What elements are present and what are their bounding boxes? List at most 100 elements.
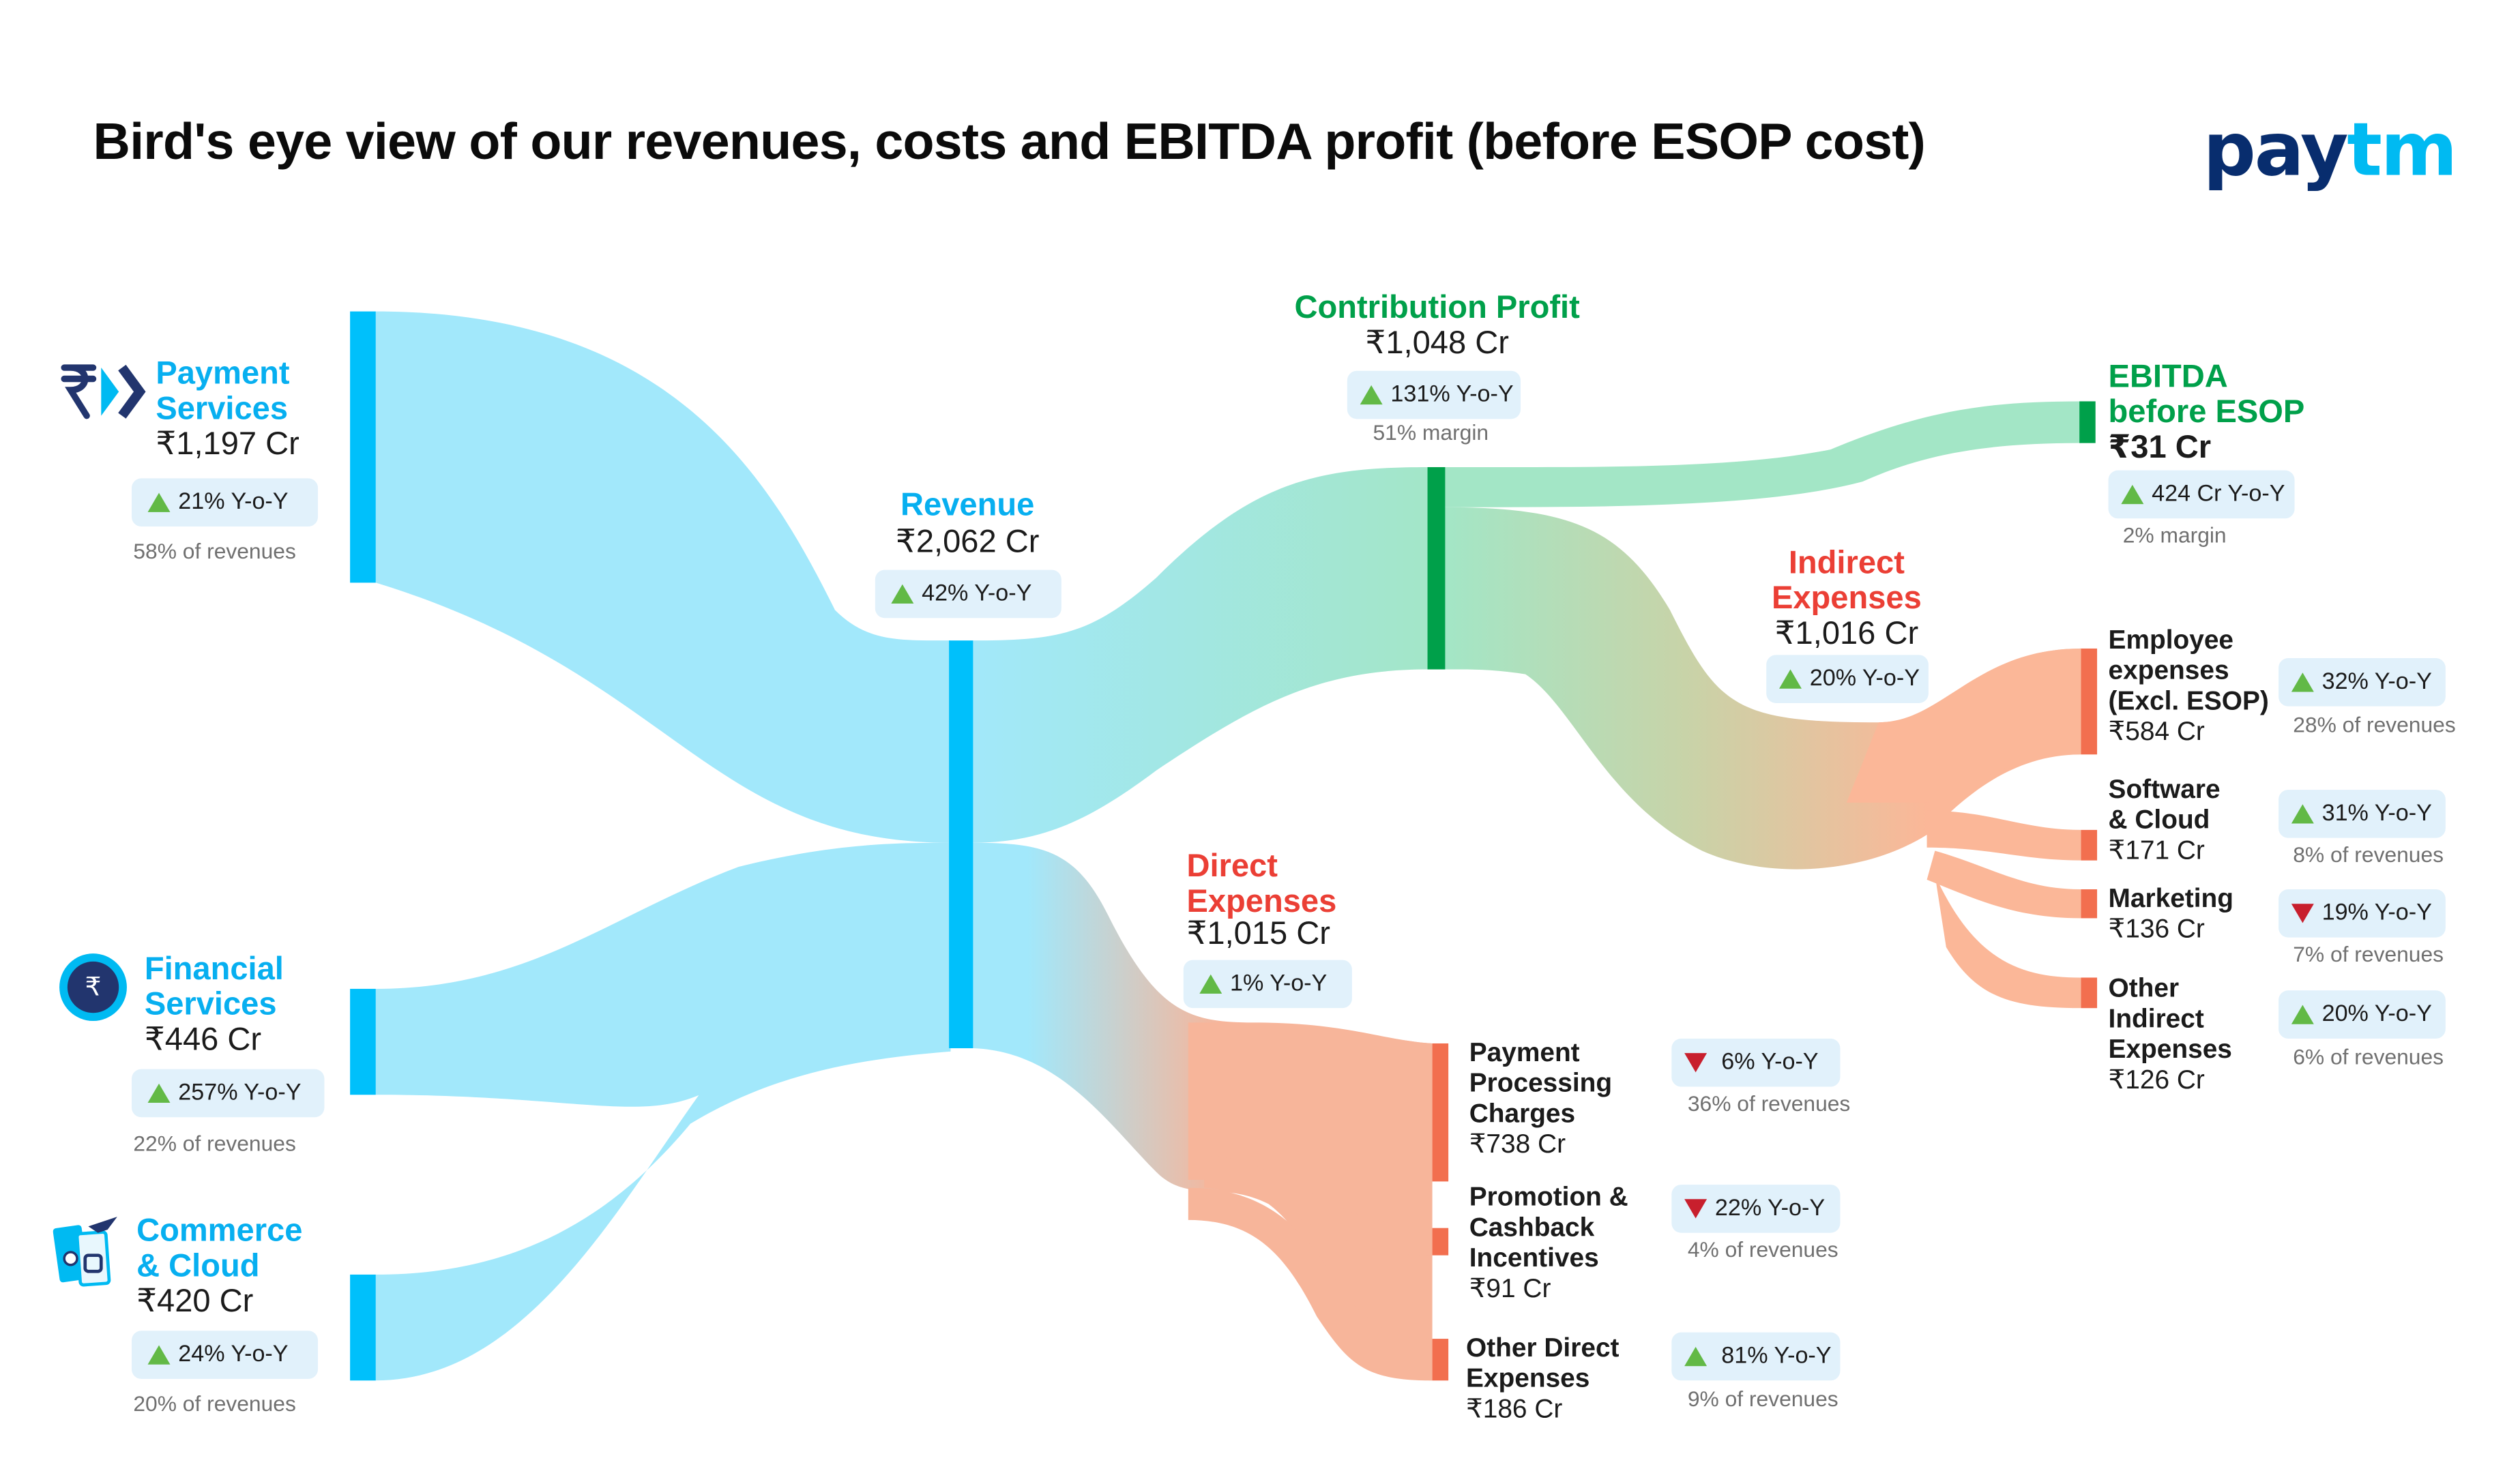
ebitda-amount: ₹31 Cr (2108, 430, 2212, 466)
commerce-cloud-share: 20% of revenues (133, 1391, 296, 1416)
payment-processing-label: Payment Processing Charges ₹738 Cr (1469, 1039, 1612, 1161)
up-arrow-icon (1360, 385, 1383, 405)
software-cloud-yoy-badge: 31% Y-o-Y (2279, 790, 2446, 838)
bar-other-direct (1432, 1339, 1449, 1381)
indirect-expenses-amount: ₹1,016 Cr (1774, 616, 1919, 652)
payment-processing-amount: ₹738 Cr (1469, 1130, 1566, 1159)
down-arrow-icon (1684, 1053, 1708, 1073)
employee-expenses-label: Employee expenses (Excl. ESOP) ₹584 Cr (2109, 626, 2269, 748)
up-arrow-icon (147, 1083, 171, 1103)
flow-profit-to-ebitda (1445, 401, 2081, 507)
software-cloud-amount: ₹171 Cr (2108, 836, 2205, 865)
bar-promotion (1432, 1228, 1449, 1256)
up-arrow-icon (147, 1345, 171, 1365)
ebitda-label: EBITDA before ESOP (2108, 359, 2305, 430)
flow-indirect-to-marketing (1927, 850, 2081, 919)
marketing-label: Marketing ₹136 Cr (2109, 885, 2233, 945)
promotion-cashback-share: 4% of revenues (1687, 1237, 1839, 1262)
employee-expenses-amount: ₹584 Cr (2108, 717, 2205, 747)
bar-other-indirect (2081, 977, 2098, 1009)
up-arrow-icon (2291, 1005, 2314, 1024)
other-indirect-label: Other Indirect Expenses ₹126 Cr (2109, 975, 2232, 1097)
up-arrow-icon (2291, 672, 2314, 692)
flow-indirect-to-employee (1846, 648, 2081, 803)
direct-expenses-amount: ₹1,015 Cr (1186, 917, 1330, 952)
other-indirect-share: 6% of revenues (2293, 1045, 2444, 1069)
payment-services-amount: ₹1,197 Cr (156, 427, 299, 462)
financial-services-label: Financial Services (144, 951, 284, 1023)
flow-indirect-to-software (1927, 810, 2081, 861)
indirect-expenses-label-group: Indirect Expenses ₹1,016 Cr (1750, 546, 1943, 651)
marketing-share: 7% of revenues (2293, 942, 2444, 966)
revenue-amount: ₹2,062 Cr (895, 524, 1040, 561)
promotion-cashback-label: Promotion & Cashback Incentives ₹91 Cr (1469, 1183, 1628, 1305)
bar-software (2081, 829, 2098, 861)
other-direct-share: 9% of revenues (1687, 1386, 1839, 1411)
ebitda-yoy-badge: 424 Cr Y-o-Y (2108, 470, 2295, 519)
bar-financial-services (350, 988, 376, 1095)
marketing-yoy-badge: 19% Y-o-Y (2279, 889, 2446, 938)
contribution-profit-amount: ₹1,048 Cr (1365, 325, 1509, 361)
financial-services-amount: ₹446 Cr (144, 1022, 262, 1058)
flow-direct-to-promotion (1204, 1155, 1433, 1256)
revenue-yoy-badge: 42% Y-o-Y (875, 569, 1061, 619)
bar-employee (2081, 648, 2098, 755)
financial-services-yoy-badge: 257% Y-o-Y (132, 1069, 325, 1118)
bar-ebitda (2079, 401, 2096, 443)
payment-services-label: Payment Services (156, 356, 290, 428)
payment-services-share: 58% of revenues (133, 539, 296, 564)
bar-commerce-cloud (350, 1274, 376, 1381)
revenue-label: Revenue (900, 488, 1035, 524)
bar-payment-services (350, 311, 376, 583)
rupee-forward-icon (61, 364, 146, 419)
up-arrow-icon (2291, 804, 2314, 824)
bar-contribution-profit (1427, 466, 1446, 670)
payment-services-yoy-badge: 21% Y-o-Y (132, 478, 319, 527)
software-cloud-label: Software & Cloud ₹171 Cr (2109, 775, 2221, 867)
up-arrow-icon (147, 492, 171, 512)
down-arrow-icon (1684, 1199, 1708, 1219)
ebitda-margin: 2% margin (2122, 523, 2227, 548)
indirect-expenses-yoy-badge: 20% Y-o-Y (1766, 655, 1929, 703)
other-direct-amount: ₹186 Cr (1466, 1395, 1563, 1424)
other-indirect-amount: ₹126 Cr (2108, 1065, 2205, 1095)
payment-processing-yoy-badge: 6% Y-o-Y (1671, 1038, 1841, 1087)
flow-direct-to-payment-processing (1188, 1022, 1433, 1181)
up-arrow-icon (1199, 974, 1222, 994)
commerce-cloud-yoy-badge: 24% Y-o-Y (132, 1331, 319, 1379)
down-arrow-icon (2291, 904, 2314, 923)
other-direct-yoy-badge: 81% Y-o-Y (1671, 1332, 1841, 1381)
software-cloud-share: 8% of revenues (2293, 842, 2444, 867)
payment-processing-share: 36% of revenues (1687, 1091, 1851, 1116)
contribution-profit-label-group: Contribution Profit ₹1,048 Cr (1269, 291, 1606, 361)
page-title: Bird's eye view of our revenues, costs a… (93, 112, 1926, 170)
flow-payment-services (375, 311, 951, 843)
bar-revenue (949, 640, 973, 1049)
direct-expenses-label: Direct Expenses (1186, 849, 1337, 920)
up-arrow-icon (1779, 669, 1802, 689)
up-arrow-icon (891, 584, 914, 604)
contribution-profit-margin: 51% margin (1373, 420, 1489, 445)
bar-payment-processing (1432, 1043, 1449, 1182)
flow-indirect-to-other-indirect (1935, 874, 2081, 1009)
indirect-expenses-label: Indirect Expenses (1771, 546, 1922, 617)
other-indirect-yoy-badge: 20% Y-o-Y (2279, 990, 2446, 1039)
commerce-cloud-label: Commerce & Cloud (136, 1213, 303, 1285)
promotion-cashback-amount: ₹91 Cr (1469, 1274, 1551, 1304)
marketing-amount: ₹136 Cr (2108, 915, 2205, 945)
financial-services-share: 22% of revenues (133, 1131, 296, 1156)
employee-yoy-badge: 32% Y-o-Y (2279, 658, 2446, 707)
up-arrow-icon (1684, 1346, 1708, 1367)
rupee-coin-icon: ₹ (59, 953, 127, 1022)
flow-direct-to-other-direct (1188, 1187, 1433, 1381)
paytm-logo: paytm (2203, 106, 2457, 193)
contribution-profit-label: Contribution Profit (1294, 291, 1580, 326)
employee-share: 28% of revenues (2293, 713, 2456, 737)
revenue-label-group: Revenue ₹2,062 Cr (851, 488, 1084, 561)
flow-revenue-to-profit (973, 466, 1428, 843)
up-arrow-icon (2121, 484, 2144, 505)
contribution-profit-yoy-badge: 131% Y-o-Y (1347, 370, 1521, 419)
promotion-cashback-yoy-badge: 22% Y-o-Y (1671, 1185, 1841, 1233)
